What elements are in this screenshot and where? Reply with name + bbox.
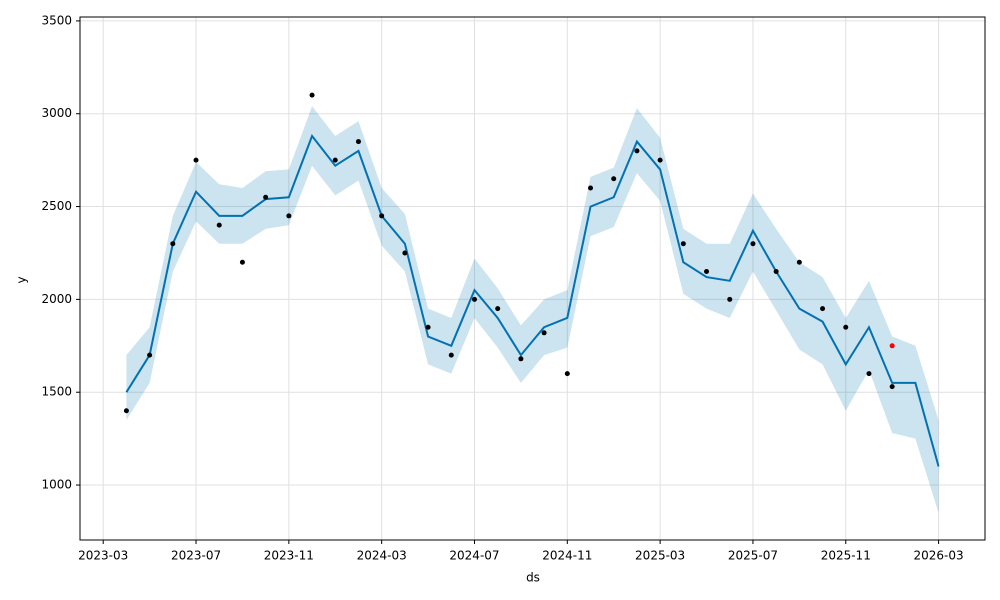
x-tick-label: 2023-07 [171, 549, 221, 563]
data-point [355, 139, 361, 145]
data-point [680, 241, 686, 247]
y-tick-label: 2000 [41, 292, 72, 306]
data-point [657, 157, 663, 163]
y-tick-label: 3500 [41, 13, 72, 27]
data-point [541, 330, 547, 336]
data-point [727, 296, 733, 302]
y-tick-label: 1000 [41, 478, 72, 492]
data-point [750, 241, 756, 247]
plot-frame [79, 16, 986, 541]
x-axis-label: ds [526, 571, 540, 585]
data-point [889, 384, 895, 390]
data-point [611, 176, 617, 182]
x-tick-label: 2024-11 [542, 549, 592, 563]
data-point [425, 324, 431, 330]
x-tick-label: 2025-11 [821, 549, 871, 563]
data-point [495, 306, 501, 312]
uncertainty-band [126, 106, 939, 513]
data-point [866, 371, 872, 377]
y-axis-label: y [15, 276, 29, 283]
data-point [379, 213, 385, 219]
y-tick-label: 3000 [41, 106, 72, 120]
data-point [588, 185, 594, 191]
data-point [286, 213, 292, 219]
data-point [263, 194, 269, 200]
x-tick-label: 2025-07 [728, 549, 778, 563]
data-point [147, 352, 153, 358]
data-point [889, 343, 895, 349]
data-point [796, 259, 802, 265]
y-tick-label: 2500 [41, 199, 72, 213]
data-point [704, 269, 710, 275]
data-point [564, 371, 570, 377]
forecast-line [125, 133, 940, 467]
data-point [193, 157, 199, 163]
y-tick-label: 1500 [41, 385, 72, 399]
data-point [773, 269, 779, 275]
data-point [471, 296, 477, 302]
x-tick-label: 2023-11 [264, 549, 314, 563]
x-tick-label: 2024-07 [449, 549, 499, 563]
data-point [239, 259, 245, 265]
data-point [634, 148, 640, 154]
data-point [123, 408, 129, 414]
data-point [332, 157, 338, 163]
x-tick-label: 2026-03 [914, 549, 964, 563]
data-point [402, 250, 408, 256]
data-point [448, 352, 454, 358]
data-point [309, 92, 315, 98]
data-point [216, 222, 222, 228]
x-tick-label: 2023-03 [78, 549, 128, 563]
data-point [170, 241, 176, 247]
data-point [518, 356, 524, 362]
data-point [843, 324, 849, 330]
data-point [820, 306, 826, 312]
x-tick-label: 2024-03 [357, 549, 407, 563]
x-tick-label: 2025-03 [635, 549, 685, 563]
